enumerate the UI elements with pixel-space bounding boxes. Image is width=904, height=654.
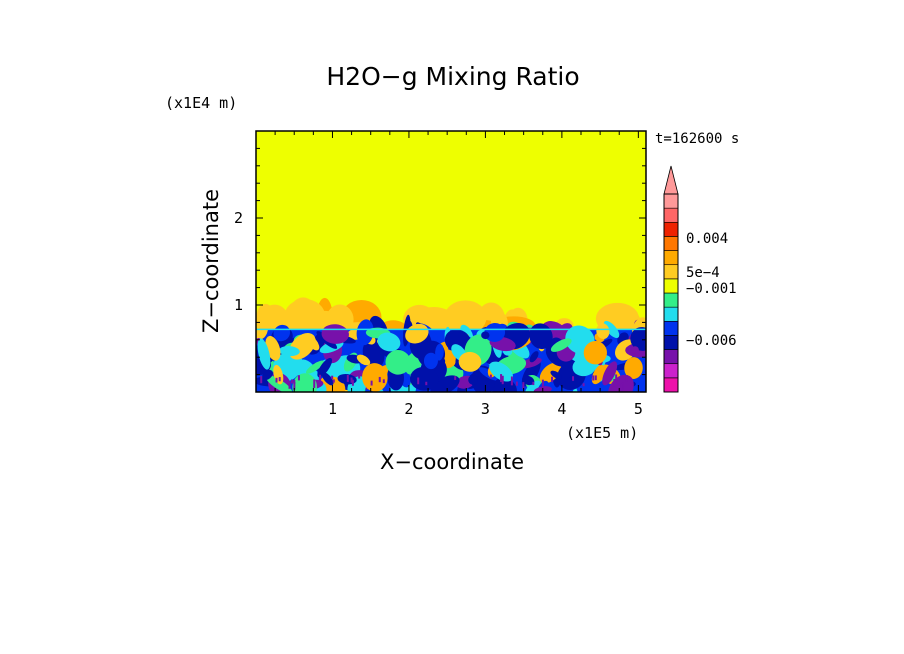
colorbar-swatch (663, 377, 679, 393)
x-tick-label: 4 (557, 400, 566, 418)
colorbar: 0.004 5e−4−0.001 −0.006 (663, 165, 737, 393)
colorbar-label: −0.006 (686, 333, 737, 349)
chart-title: H2O−g Mixing Ratio (326, 62, 579, 91)
colorbar-swatch (663, 193, 679, 209)
colorbar-swatch (663, 236, 679, 251)
colorbar-swatch (663, 306, 679, 322)
x-tick-label: 2 (404, 400, 413, 418)
x-tick-label: 3 (481, 400, 490, 418)
colorbar-swatch (663, 278, 679, 294)
y-unit-label: (x1E4 m) (165, 94, 237, 112)
colorbar-label: 0.004 (686, 231, 728, 247)
colorbar-swatch (663, 363, 679, 379)
colorbar-extend-arrow (663, 165, 679, 195)
colorbar-swatch (663, 221, 679, 237)
x-tick-label: 1 (328, 400, 337, 418)
colorbar-swatch (663, 250, 679, 266)
colorbar-swatch (663, 320, 679, 336)
colorbar-swatch (663, 349, 679, 365)
colorbar-label: 5e−4 (686, 265, 720, 281)
x-tick-label: 5 (634, 400, 643, 418)
x-unit-label: (x1E5 m) (566, 424, 638, 442)
boundary-layer (256, 314, 646, 392)
x-axis: 1 2 3 4 5 (328, 400, 643, 418)
time-label: t=162600 s (655, 131, 739, 147)
y-tick-label: 2 (234, 209, 243, 227)
colorbar-swatch (663, 335, 679, 350)
colorbar-label: −0.001 (686, 281, 737, 297)
plot-frame (255, 130, 647, 393)
colorbar-swatch (663, 264, 679, 280)
x-axis-label: X−coordinate (380, 450, 524, 474)
colorbar-swatch (663, 207, 679, 223)
y-axis: 12 (234, 209, 243, 314)
y-tick-label: 1 (234, 296, 243, 314)
plot-area (255, 130, 647, 393)
colorbar-swatch (663, 292, 679, 308)
y-axis-label: Z−coordinate (199, 189, 223, 333)
